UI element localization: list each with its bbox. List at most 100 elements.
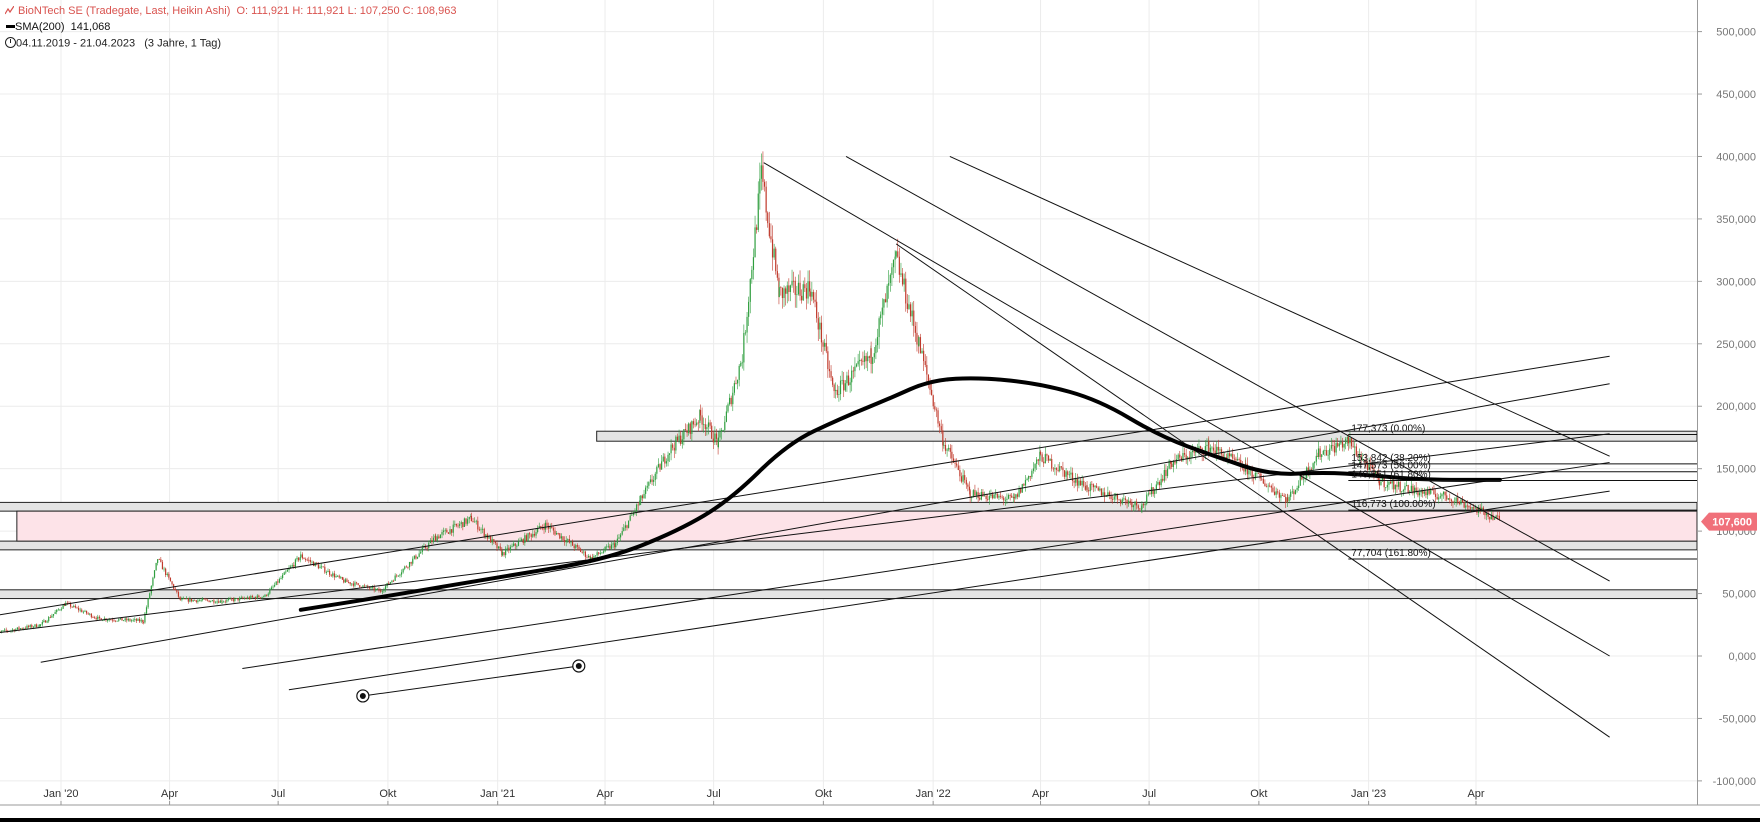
candle-body <box>306 559 308 561</box>
candle-body <box>412 558 414 564</box>
candle-body <box>1415 490 1417 492</box>
candle-body <box>725 411 727 422</box>
candle-body <box>1317 455 1319 457</box>
candle-body <box>1290 491 1292 497</box>
candle-body <box>311 561 313 563</box>
candle-body <box>699 410 702 416</box>
legend-range-row[interactable]: 04.11.2019 - 21.04.2023 (3 Jahre, 1 Tag) <box>4 37 221 50</box>
candle-body <box>1402 489 1404 492</box>
candle-body <box>956 463 958 466</box>
candle-body <box>251 596 254 598</box>
candle-body <box>429 540 431 544</box>
chart-grid <box>0 0 1697 805</box>
bottom-border <box>0 818 1760 822</box>
candle-body <box>711 425 713 439</box>
candle-body <box>1230 454 1232 457</box>
trend-line <box>242 461 1610 669</box>
candle-body <box>557 533 559 534</box>
candle-body <box>1319 448 1321 457</box>
candle-body <box>594 555 597 557</box>
candle-body <box>187 598 189 602</box>
candle-body <box>809 291 811 297</box>
x-axis[interactable]: Jan '20 Apr Jul Okt Jan '21 Apr Jul Okt Jan '22 A… <box>0 788 1760 822</box>
candle-body <box>743 333 745 363</box>
candle-body <box>338 575 340 578</box>
candle-body <box>1430 489 1432 494</box>
trend-lines[interactable] <box>0 156 1610 738</box>
candle-body <box>1423 491 1425 494</box>
candle-body <box>756 227 758 230</box>
candle-body <box>1397 481 1400 487</box>
candle-body <box>525 535 528 541</box>
candle-body <box>639 500 641 505</box>
candle-body <box>590 557 592 561</box>
sma200-line[interactable] <box>298 376 1502 612</box>
candle-body <box>506 547 508 549</box>
candle-body <box>1463 501 1465 508</box>
legend-sma-row[interactable]: SMA(200) 141,068 <box>4 21 110 33</box>
candle-body <box>835 389 837 392</box>
candle-body <box>341 577 344 580</box>
candle-body <box>1383 477 1385 488</box>
candle-body <box>1349 438 1351 444</box>
candle-body <box>1055 468 1058 470</box>
candle-body <box>913 310 915 327</box>
candle-body <box>519 540 521 542</box>
candle-body <box>1362 459 1364 461</box>
candle-body <box>1291 491 1293 493</box>
candle-body <box>1124 498 1127 500</box>
candle-body <box>555 533 558 535</box>
candle-body <box>1460 499 1462 505</box>
candle-body <box>1413 487 1416 494</box>
candle-body <box>1193 450 1195 453</box>
candle-body <box>621 531 623 535</box>
candle-body <box>2 630 4 632</box>
candle-body <box>998 495 1000 498</box>
candle-body <box>1474 507 1476 509</box>
candle-body <box>1355 446 1357 456</box>
candle-body <box>1233 458 1235 460</box>
candle-body <box>92 617 94 619</box>
candle-body <box>18 627 20 630</box>
candle-body <box>637 504 639 506</box>
candle-body <box>211 600 213 602</box>
candle-body <box>1211 447 1213 449</box>
candle-body <box>942 430 944 446</box>
x-tick-label: Apr <box>161 788 178 800</box>
candle-body <box>927 374 930 383</box>
candle-body <box>1039 451 1041 461</box>
candle-body <box>875 345 877 354</box>
candle-body <box>332 573 334 576</box>
candle-body <box>195 600 197 602</box>
candle-body <box>152 577 154 586</box>
candle-body <box>1360 454 1362 461</box>
candle-body <box>775 248 777 272</box>
candle-body <box>990 494 992 497</box>
candle-body <box>1317 448 1320 457</box>
candle-body <box>1011 495 1013 498</box>
candle-body <box>1481 507 1483 510</box>
candle-body <box>1154 489 1156 495</box>
candle-body <box>250 596 252 599</box>
candle-body <box>206 599 209 601</box>
candle-body <box>886 285 888 303</box>
candle-body <box>505 548 507 556</box>
candle-body <box>940 426 942 431</box>
candle-body <box>768 223 770 237</box>
fibonacci-levels[interactable]: 177,373 (0.00%) 153,842 (38.20%)147,573 (… <box>1348 423 1697 560</box>
y-axis[interactable]: -100,000-50,0000,00050,000100,000150,000… <box>1697 0 1760 822</box>
candle-body <box>656 466 658 474</box>
candle-body <box>602 551 605 553</box>
candle-body <box>219 600 221 603</box>
candle-body <box>916 332 918 345</box>
candle-body <box>1144 503 1146 506</box>
candle-body <box>478 529 481 531</box>
drawing-handles[interactable] <box>356 659 586 703</box>
x-tick-label: Jul <box>271 788 285 800</box>
candle-body <box>1267 485 1269 487</box>
candle-body <box>231 598 233 600</box>
trend-line <box>949 156 1610 457</box>
candle-body <box>455 523 458 526</box>
y-tick-label: 0,000 <box>1728 651 1756 663</box>
